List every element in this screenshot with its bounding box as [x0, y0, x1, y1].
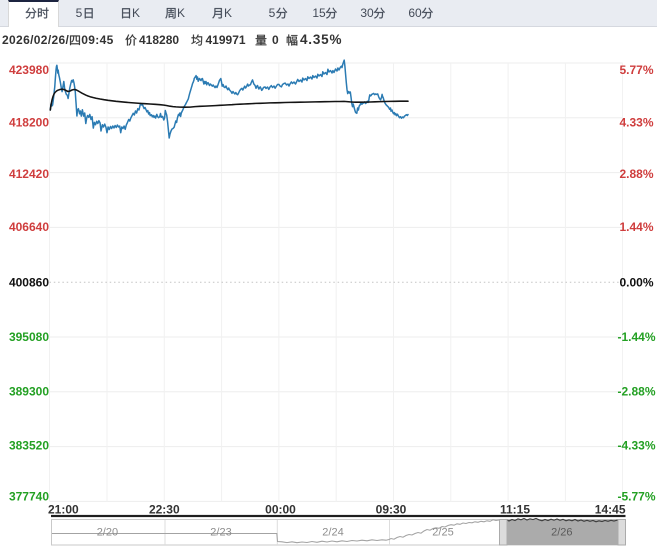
svg-text:21:00: 21:00 — [48, 503, 79, 517]
svg-text:22:30: 22:30 — [149, 503, 180, 517]
svg-text:5.77%: 5.77% — [619, 63, 653, 77]
svg-text:0.00%: 0.00% — [619, 276, 653, 290]
svg-text:383520: 383520 — [9, 438, 49, 452]
svg-text:418200: 418200 — [9, 116, 49, 130]
svg-text:389300: 389300 — [9, 384, 49, 398]
svg-text:395080: 395080 — [9, 330, 49, 344]
svg-text:14:45: 14:45 — [595, 503, 626, 517]
svg-text:00:00: 00:00 — [265, 503, 296, 517]
svg-text:-5.77%: -5.77% — [617, 490, 655, 504]
svg-text:2/23: 2/23 — [210, 527, 231, 539]
svg-text:-2.88%: -2.88% — [617, 384, 655, 398]
svg-text:400860: 400860 — [9, 276, 49, 290]
svg-text:-1.44%: -1.44% — [617, 330, 655, 344]
svg-text:377740: 377740 — [9, 490, 49, 504]
svg-text:2/26: 2/26 — [551, 527, 572, 539]
svg-text:406640: 406640 — [9, 220, 49, 234]
svg-text:09:30: 09:30 — [376, 503, 407, 517]
svg-text:2/24: 2/24 — [322, 527, 343, 539]
svg-text:-4.33%: -4.33% — [617, 438, 655, 452]
svg-text:1.44%: 1.44% — [619, 220, 653, 234]
svg-text:4.33%: 4.33% — [619, 116, 653, 130]
svg-text:11:15: 11:15 — [500, 503, 530, 517]
svg-text:412420: 412420 — [9, 167, 49, 181]
svg-text:2/25: 2/25 — [432, 527, 453, 539]
svg-text:2.88%: 2.88% — [619, 167, 653, 181]
svg-text:423980: 423980 — [9, 63, 49, 77]
svg-text:2/20: 2/20 — [97, 527, 118, 539]
